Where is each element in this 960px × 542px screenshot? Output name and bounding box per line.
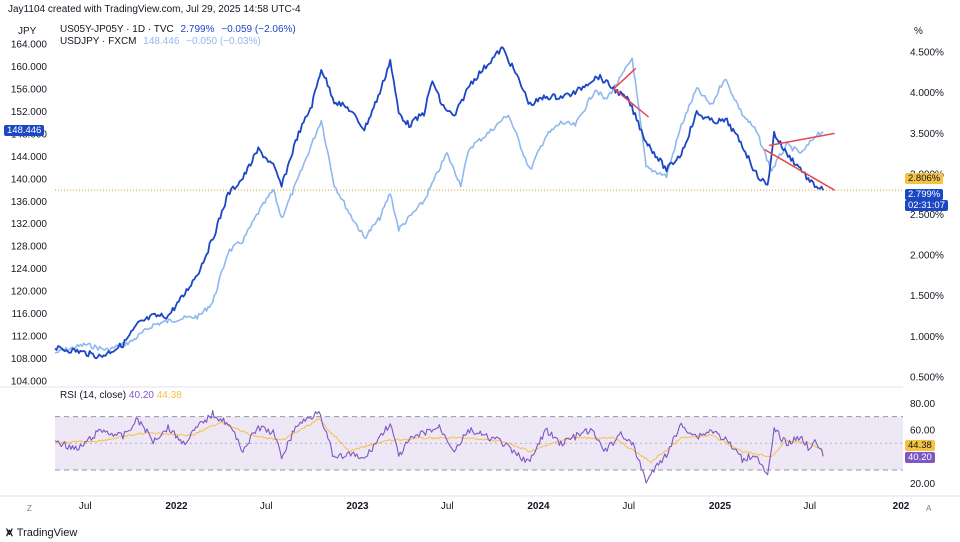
rsi-value-tag: 40.20 xyxy=(905,452,935,464)
left-axis-tick-label: 108.000 xyxy=(11,354,48,365)
series-line-spread xyxy=(54,46,825,360)
right-axis-tick-label: 4.500% xyxy=(910,48,944,59)
tradingview-brand: TradingView xyxy=(16,526,78,539)
trend-line xyxy=(768,132,835,147)
right-axis-unit: % xyxy=(914,26,923,37)
right-axis-tick-label: 4.000% xyxy=(910,88,944,99)
time-axis-tick-label: Jul xyxy=(441,501,454,512)
time-axis-tick-label: Jul xyxy=(803,501,816,512)
trend-line xyxy=(613,67,637,90)
left-axis-unit: JPY xyxy=(18,26,37,37)
time-axis-tick-label: 202 xyxy=(893,501,910,512)
auto-scale-button[interactable]: A xyxy=(926,504,932,513)
left-axis-tick-label: 112.000 xyxy=(12,332,48,343)
right-axis-tick-label: 3.500% xyxy=(910,129,944,140)
right-axis-tick-label: 2.500% xyxy=(910,210,944,221)
rsi-legend-title: RSI (14, close) xyxy=(60,390,127,401)
tradingview-logo-icon: ⩙ xyxy=(6,525,13,539)
rsi-axis-tick-label: 20.00 xyxy=(910,479,935,490)
rsi-line xyxy=(54,409,824,484)
left-axis-tick-label: 120.000 xyxy=(11,287,48,298)
legend-spread-last: 2.799% xyxy=(180,24,215,35)
left-axis-tick-label: 152.000 xyxy=(11,107,48,118)
legend-usdjpy-change: −0.050 (−0.03%) xyxy=(186,36,261,47)
time-axis-tick-label: 2025 xyxy=(709,501,732,512)
left-axis-tick-label: 104.000 xyxy=(11,377,48,388)
right-axis-tick-label: 1.000% xyxy=(910,332,944,343)
left-axis-tick-label: 132.000 xyxy=(11,219,48,230)
left-axis-tick-label: 124.000 xyxy=(11,264,48,275)
rsi-axis-tick-label: 60.00 xyxy=(910,426,935,437)
spread-last-tag: 2.799% xyxy=(905,189,944,201)
time-axis-tick-label: Jul xyxy=(260,501,273,512)
countdown-tag: 02:31:07 xyxy=(905,200,948,212)
legend-spread-symbol: US05Y-JP05Y · 1D · TVC xyxy=(60,24,174,35)
legend-usdjpy[interactable]: USDJPY · FXCM 148.446 −0.050 (−0.03%) xyxy=(60,36,265,47)
rsi-legend[interactable]: RSI (14, close) 40.20 44.38 xyxy=(60,390,182,401)
rsi-axis-tick-label: 80.00 xyxy=(910,399,935,410)
left-axis-tick-label: 144.000 xyxy=(11,152,48,163)
time-axis-tick-label: Jul xyxy=(79,501,92,512)
usdjpy-price-tag: 148.446 xyxy=(4,125,45,137)
left-axis-tick-label: 136.000 xyxy=(11,197,48,208)
trend-line xyxy=(764,148,835,191)
rsi-ma-tag: 44.38 xyxy=(905,440,935,451)
time-axis-tick-label: Jul xyxy=(622,501,635,512)
time-axis-tick-label: 2022 xyxy=(165,501,188,512)
series-line-usdjpy xyxy=(54,57,824,354)
left-axis-tick-label: 140.000 xyxy=(11,174,48,185)
rsi-ma-line xyxy=(54,418,824,464)
legend-usdjpy-symbol: USDJPY · FXCM xyxy=(60,36,137,47)
rsi-legend-ma-value: 44.38 xyxy=(156,390,182,401)
left-axis-tick-label: 160.000 xyxy=(11,62,48,73)
right-axis-tick-label: 0.500% xyxy=(910,372,944,383)
legend-spread-change: −0.059 (−2.06%) xyxy=(221,24,296,35)
left-axis-tick-label: 128.000 xyxy=(11,242,48,253)
timezone-button[interactable]: Z xyxy=(27,504,32,513)
left-axis-tick-label: 164.000 xyxy=(11,40,48,51)
right-axis-tick-label: 1.500% xyxy=(910,291,944,302)
rsi-legend-value: 40.20 xyxy=(128,390,154,401)
left-axis-tick-label: 156.000 xyxy=(11,84,48,95)
tradingview-logo: ⩙ TradingView xyxy=(6,525,77,540)
time-axis-tick-label: 2023 xyxy=(346,501,369,512)
trend-line xyxy=(613,88,650,118)
time-axis-tick-label: 2024 xyxy=(527,501,550,512)
legend-spread[interactable]: US05Y-JP05Y · 1D · TVC 2.799% −0.059 (−2… xyxy=(60,24,300,35)
chart-credit: Jay1104 created with TradingView.com, Ju… xyxy=(8,4,301,15)
spread-prev-tag: 2.806% xyxy=(905,173,944,185)
right-axis-tick-label: 2.000% xyxy=(910,251,944,262)
legend-usdjpy-last: 148.446 xyxy=(143,36,180,47)
left-axis-tick-label: 116.000 xyxy=(12,309,48,320)
